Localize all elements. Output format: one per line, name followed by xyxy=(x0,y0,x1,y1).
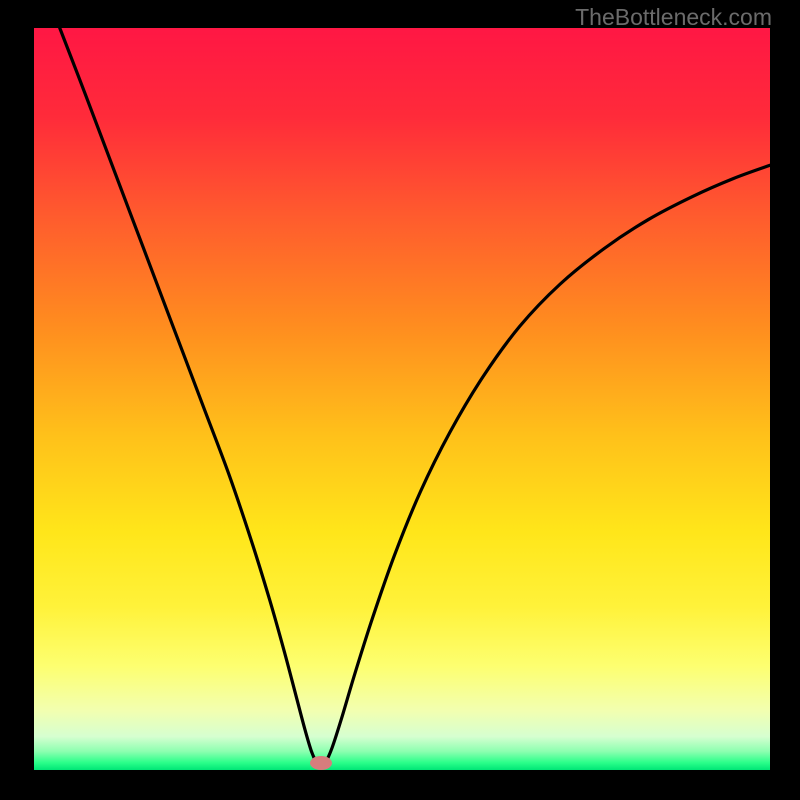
plot-background xyxy=(34,28,770,770)
optimum-marker xyxy=(310,756,332,770)
watermark-text: TheBottleneck.com xyxy=(575,4,772,31)
chart-frame: TheBottleneck.com xyxy=(0,0,800,800)
